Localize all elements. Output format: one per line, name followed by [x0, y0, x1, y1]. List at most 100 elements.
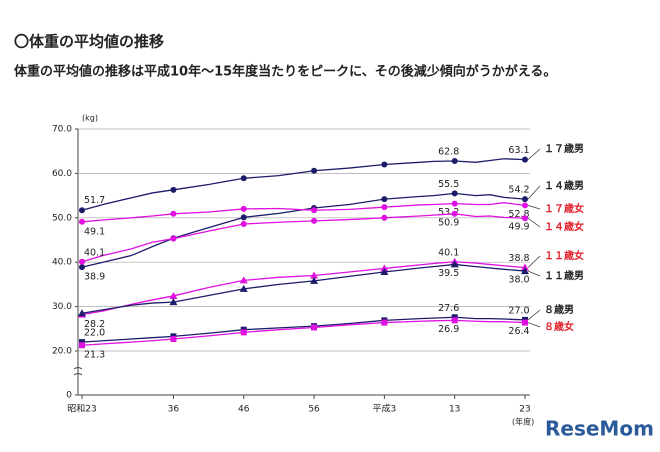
value-label: 27.0: [508, 305, 529, 316]
value-label: 39.5: [438, 268, 459, 279]
value-label: 52.8: [508, 209, 529, 220]
x-tick-label: 昭和23: [67, 404, 96, 415]
marker: [522, 202, 528, 209]
series-name: １７歳男: [544, 142, 584, 155]
end-leader: [527, 309, 541, 321]
marker: [79, 339, 85, 346]
value-label: 63.1: [508, 145, 529, 156]
value-label: 49.1: [84, 226, 105, 237]
marker: [239, 284, 248, 292]
end-leader: [527, 185, 541, 200]
watermark: ReseMom: [545, 417, 654, 441]
value-label: 40.1: [84, 247, 105, 258]
marker: [240, 329, 247, 336]
series-line: [81, 263, 526, 314]
marker: [169, 298, 178, 306]
chart-title: 〇体重の平均値の推移: [14, 33, 164, 51]
marker: [522, 196, 528, 203]
marker: [240, 175, 247, 182]
marker: [522, 215, 528, 222]
y-tick-label: 50.0: [52, 213, 72, 223]
value-label: 38.8: [508, 253, 529, 264]
marker: [381, 214, 388, 221]
series-line: [81, 158, 526, 211]
series-name: １４歳男: [544, 179, 584, 192]
series-line: [81, 261, 526, 316]
marker: [79, 264, 85, 271]
marker: [79, 342, 85, 349]
marker: [381, 204, 388, 211]
x-tick-label: 36: [168, 405, 180, 415]
value-label: 27.6: [438, 303, 459, 314]
marker: [239, 276, 248, 284]
value-label: 22.0: [84, 328, 105, 339]
value-label: 21.3: [84, 350, 105, 361]
marker: [451, 210, 458, 217]
marker: [522, 319, 528, 326]
marker: [521, 267, 529, 275]
marker: [310, 271, 319, 279]
marker: [79, 258, 85, 265]
marker: [240, 205, 247, 212]
marker: [79, 218, 85, 225]
series-line: [81, 213, 526, 263]
value-label: 54.2: [508, 185, 529, 196]
value-label: 26.4: [508, 326, 529, 337]
series-name: １７歳女: [544, 202, 584, 215]
marker: [451, 190, 458, 197]
end-leader: [527, 148, 541, 160]
end-leader: [527, 270, 541, 277]
marker: [451, 314, 458, 321]
series-name: ８歳女: [544, 320, 574, 333]
marker: [380, 264, 389, 272]
marker: [78, 309, 86, 317]
marker: [240, 214, 247, 221]
marker: [380, 267, 389, 275]
y-tick-label: 70.0: [52, 125, 72, 135]
end-leader: [527, 255, 541, 268]
value-label: 38.9: [84, 272, 105, 283]
series-name: １１歳男: [544, 269, 584, 282]
series-line: [81, 202, 526, 223]
marker: [451, 157, 458, 164]
marker: [169, 291, 178, 299]
y-tick-label: 30.0: [52, 302, 72, 312]
series-name: ８歳男: [544, 303, 574, 316]
y-tick-label: 0: [66, 391, 72, 401]
end-leader: [527, 205, 541, 210]
marker: [521, 263, 529, 271]
y-unit: (kg): [82, 114, 98, 123]
chart-subtitle: 体重の平均値の推移は平成10年〜15年度当たりをピークに、その後減少傾向がうかが…: [14, 64, 556, 80]
value-label: 49.9: [508, 222, 529, 233]
value-label: 26.9: [438, 324, 459, 335]
marker: [381, 196, 388, 203]
x-tick-label: 23: [519, 405, 530, 415]
series-line: [81, 319, 526, 346]
marker: [450, 260, 459, 268]
x-tick-label: 46: [238, 405, 250, 415]
series-line: [81, 316, 526, 343]
y-tick-label: 20.0: [52, 347, 72, 357]
marker: [170, 235, 177, 242]
y-tick-label: 60.0: [52, 169, 72, 179]
end-leader: [527, 322, 541, 328]
marker: [311, 207, 318, 214]
value-label: 50.9: [438, 217, 459, 228]
marker: [170, 186, 177, 193]
marker: [451, 200, 458, 207]
marker: [310, 276, 319, 284]
value-label: 40.1: [438, 247, 459, 258]
end-leader: [527, 217, 541, 228]
marker: [381, 161, 388, 168]
x-tick-label: 13: [449, 405, 460, 415]
value-label: 51.7: [84, 195, 105, 206]
value-label: 38.0: [508, 275, 529, 286]
x-unit: (年度): [512, 417, 534, 427]
value-label: 55.5: [438, 179, 459, 190]
marker: [170, 336, 177, 343]
y-tick-label: 40.0: [52, 258, 72, 268]
value-label: 53.2: [438, 207, 459, 218]
series-name: １４歳女: [544, 220, 584, 233]
